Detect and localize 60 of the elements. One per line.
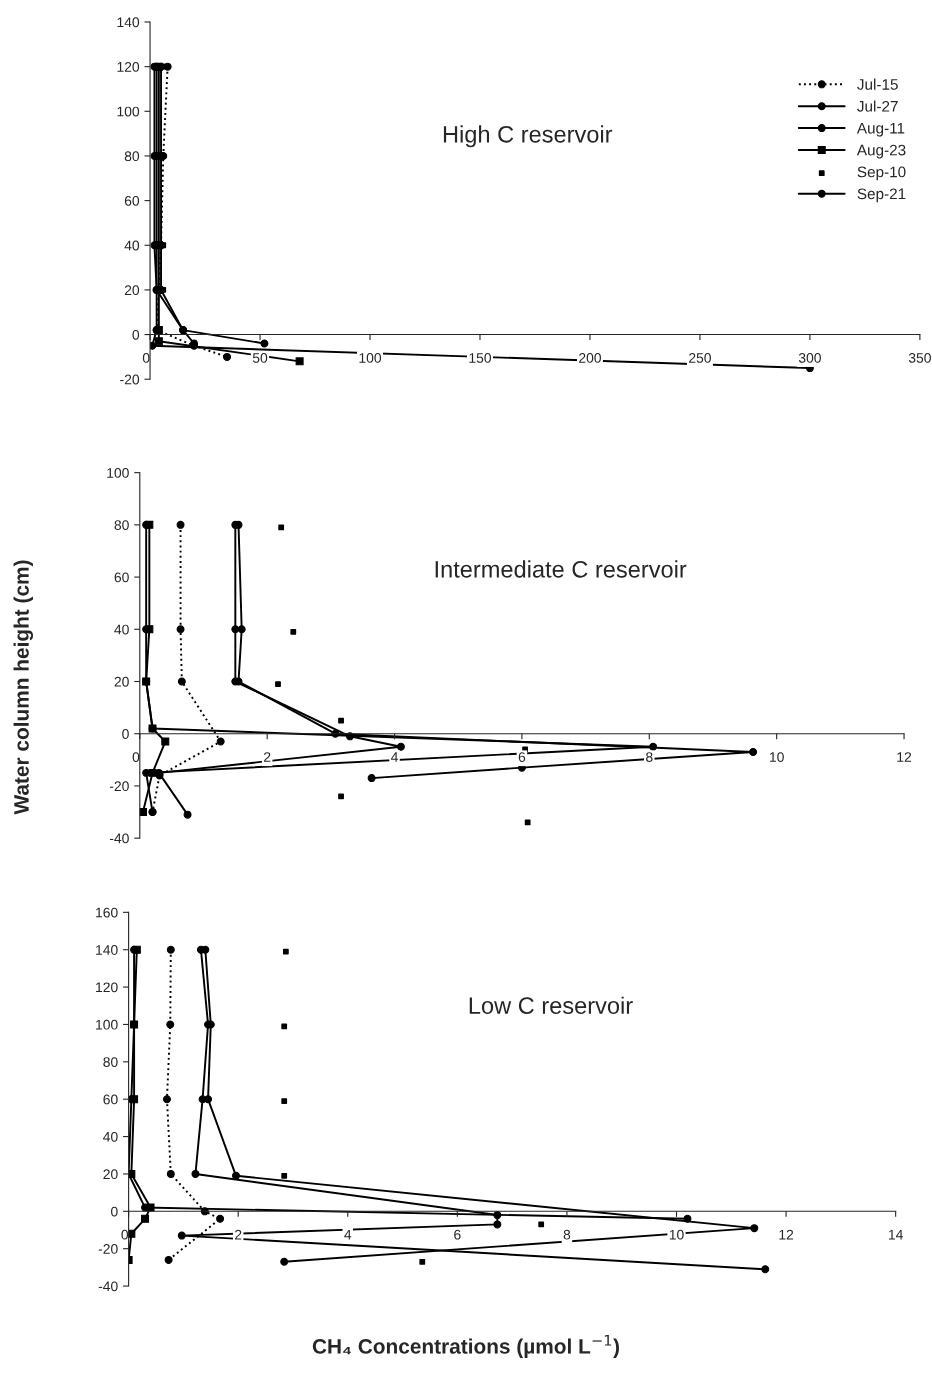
x-tick-label: 14 — [888, 1229, 903, 1240]
x-tick-label: 300 — [798, 352, 821, 363]
y-tick-label: -20 — [98, 1244, 118, 1254]
y-tick-label: 20 — [124, 285, 140, 296]
x-tick-label: 250 — [689, 352, 711, 363]
y-tick-label: -40 — [98, 1281, 118, 1292]
text: Intermediate C reservoir — [435, 560, 687, 578]
y-tick-label: -20 — [120, 374, 140, 385]
x-tick-label: 6 — [518, 752, 526, 762]
y-tick-label: 20 — [114, 676, 129, 687]
x-tick-label: 12 — [897, 752, 912, 762]
x-tick-label: 2 — [264, 752, 271, 762]
legend-label: Jul-15 — [857, 78, 898, 90]
x-tick-label: 2 — [235, 1229, 242, 1240]
y-tick-label: 60 — [103, 1094, 118, 1105]
text: High C reservoir — [443, 125, 613, 148]
y-tick-label: 120 — [117, 61, 140, 72]
y-tick-label: 0 — [122, 729, 129, 739]
y-tick-label: 100 — [107, 467, 129, 478]
x-tick-label: 10 — [669, 1229, 684, 1240]
x-tick-label: 12 — [779, 1229, 794, 1240]
y-tick-label: -40 — [109, 833, 129, 844]
legend-label: Aug-11 — [856, 122, 905, 137]
legend-label: Sep-21 — [857, 188, 906, 203]
y-tick-label: 100 — [117, 106, 140, 117]
x-tick-label: 8 — [563, 1229, 571, 1240]
y-tick-label: 160 — [96, 907, 118, 918]
y-tick-label: 40 — [114, 624, 129, 635]
x-tick-label: 4 — [391, 752, 398, 762]
y-tick-label: 60 — [114, 572, 129, 583]
x-tick-label: 150 — [469, 352, 492, 363]
y-tick-label: 140 — [117, 17, 140, 28]
y-tick-label: 60 — [124, 195, 140, 206]
y-tick-label: -20 — [109, 781, 129, 792]
x-tick-label: 200 — [579, 352, 601, 363]
x-axis-title: CH₄ Concentrations (µmol L$^{−1}$) — [312, 1334, 619, 1358]
legend-label: Jul-27 — [857, 100, 898, 112]
y-tick-label: 120 — [96, 982, 118, 993]
y-axis-title: Water column height (cm) — [13, 560, 34, 815]
x-tick-label: 50 — [252, 352, 268, 363]
y-tick-label: 0 — [111, 1206, 118, 1217]
y-tick-label: 20 — [103, 1169, 118, 1180]
y-tick-label: 100 — [96, 1019, 118, 1030]
x-tick-label: 100 — [359, 352, 382, 363]
y-tick-label: 140 — [96, 945, 118, 955]
x-tick-label: 6 — [454, 1229, 461, 1240]
text: Low C reservoir — [469, 996, 633, 1014]
x-tick-label: 8 — [646, 752, 653, 762]
y-tick-label: 80 — [124, 151, 140, 162]
x-tick-label: 0 — [142, 352, 150, 363]
y-tick-label: 40 — [124, 240, 140, 251]
legend-label: Sep-10 — [857, 166, 906, 181]
y-tick-label: 80 — [103, 1057, 118, 1067]
y-tick-label: 0 — [132, 329, 140, 340]
y-tick-label: 80 — [114, 520, 129, 531]
legend-label: Aug-23 — [856, 144, 906, 159]
y-tick-label: 40 — [103, 1131, 118, 1142]
x-tick-label: 350 — [908, 352, 931, 363]
x-tick-label: 10 — [770, 752, 784, 762]
x-tick-label: 4 — [344, 1229, 352, 1240]
